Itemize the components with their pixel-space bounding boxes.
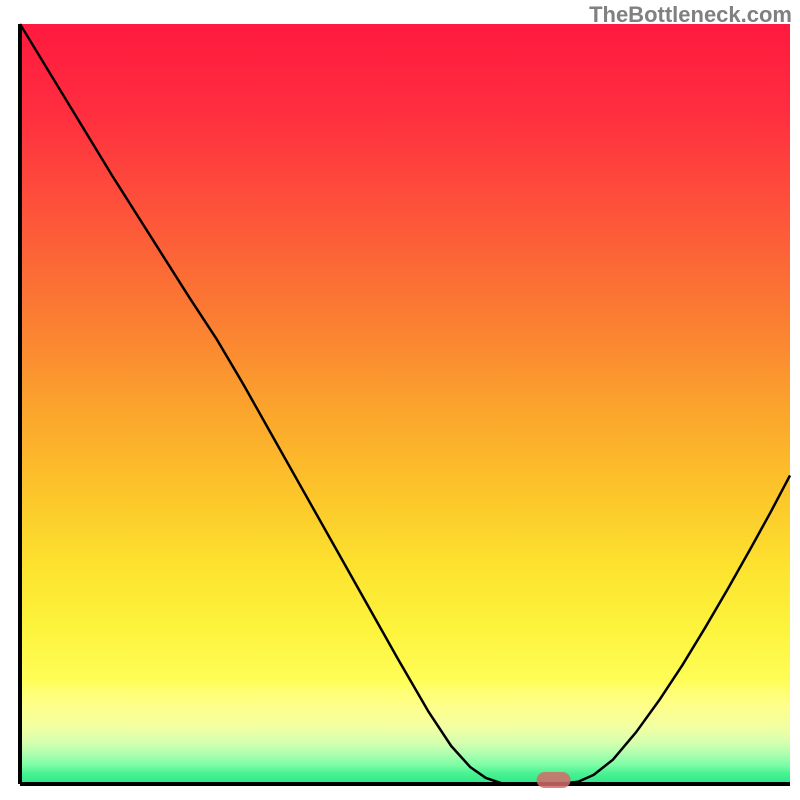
bottleneck-chart (0, 0, 800, 800)
optimum-marker (537, 772, 571, 788)
chart-container: TheBottleneck.com (0, 0, 800, 800)
watermark-text: TheBottleneck.com (589, 2, 792, 28)
